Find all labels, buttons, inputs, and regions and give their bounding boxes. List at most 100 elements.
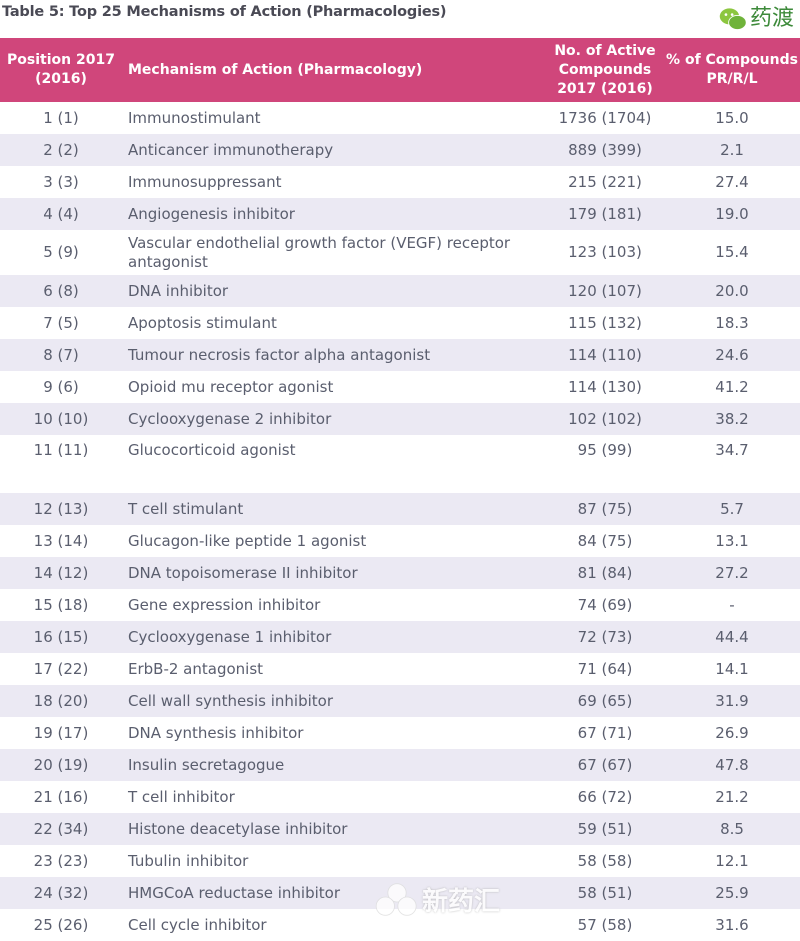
- cell-mechanism: Immunosuppressant: [128, 172, 282, 191]
- table-row: 5 (9) Vascular endothelial growth factor …: [0, 230, 800, 275]
- cell-active-compounds: 57 (58): [577, 915, 633, 934]
- watermark-top-text: 药渡: [749, 6, 794, 31]
- table-row: 17 (22) ErbB-2 antagonist 71 (64) 14.1: [0, 653, 800, 685]
- cell-position: 22 (34): [0, 813, 122, 845]
- cell-position: 9 (6): [43, 377, 79, 396]
- cell-mechanism: Tubulin inhibitor: [128, 851, 249, 870]
- cell-mechanism: HMGCoA reductase inhibitor: [122, 877, 546, 909]
- cell-mechanism: DNA inhibitor: [122, 275, 546, 307]
- cell-percent: 26.9: [715, 723, 749, 742]
- cell-percent: 27.4: [715, 172, 749, 191]
- cell-percent: 34.7: [715, 441, 749, 459]
- cell-percent: 14.1: [715, 659, 749, 678]
- table-row: 20 (19) Insulin secretagogue 67 (67) 47.8: [0, 749, 800, 781]
- cell-active-compounds: 67 (71): [577, 723, 633, 742]
- cell-active-compounds: 215 (221): [568, 172, 642, 191]
- cell-mechanism: Opioid mu receptor agonist: [128, 377, 334, 396]
- table-row: 14 (12) DNA topoisomerase II inhibitor 81 …: [0, 557, 800, 589]
- cell-percent: 27.2: [664, 557, 800, 589]
- table-row: 3 (3) Immunosuppressant 215 (221) 27.4: [0, 166, 800, 198]
- cell-position: 20 (19): [0, 749, 122, 781]
- cell-position: 23 (23): [33, 851, 89, 870]
- cell-active-compounds: 84 (75): [577, 531, 633, 550]
- cell-position: 12 (13): [0, 493, 122, 525]
- table-row: 2 (2) Anticancer immunotherapy 889 (399) 2.…: [0, 134, 800, 166]
- cell-mechanism: DNA topoisomerase II inhibitor: [122, 557, 546, 589]
- cell-active-compounds: 69 (65): [546, 685, 664, 717]
- cell-active-compounds: 114 (110): [546, 339, 664, 371]
- cell-position: 17 (22): [33, 659, 89, 678]
- cell-mechanism: Angiogenesis inhibitor: [122, 198, 546, 230]
- cell-position: 14 (12): [0, 557, 122, 589]
- table-row: 11 (11) Glucocorticoid agonist 95 (99) 34.7: [0, 435, 800, 493]
- cell-percent: 25.9: [664, 877, 800, 909]
- chat-bubbles-icon: [719, 8, 747, 31]
- table-row: 18 (20) Cell wall synthesis inhibitor 69 (…: [0, 685, 800, 717]
- cell-percent: 2.1: [664, 134, 800, 166]
- cell-mechanism: Cyclooxygenase 2 inhibitor: [122, 403, 546, 435]
- cell-percent: 41.2: [715, 377, 749, 396]
- table-row: 16 (15) Cyclooxygenase 1 inhibitor 72 (73)…: [0, 621, 800, 653]
- cell-active-compounds: 71 (64): [577, 659, 633, 678]
- cell-active-compounds: 67 (67): [546, 749, 664, 781]
- cell-percent: 44.4: [664, 621, 800, 653]
- cell-percent: 31.6: [715, 915, 749, 934]
- cell-position: 4 (4): [0, 198, 122, 230]
- cell-percent: 38.2: [664, 403, 800, 435]
- column-header-percent: % of Compounds PR/R/L: [664, 38, 800, 102]
- cell-active-compounds: 889 (399): [546, 134, 664, 166]
- cell-percent: 21.2: [715, 787, 749, 806]
- cell-percent: 31.9: [664, 685, 800, 717]
- table-row: 4 (4) Angiogenesis inhibitor 179 (181) 19.0: [0, 198, 800, 230]
- table-row: 10 (10) Cyclooxygenase 2 inhibitor 102 (10…: [0, 403, 800, 435]
- cell-percent: 24.6: [664, 339, 800, 371]
- cell-active-compounds: 81 (84): [546, 557, 664, 589]
- cell-mechanism: DNA synthesis inhibitor: [128, 723, 304, 742]
- table-row: 22 (34) Histone deacetylase inhibitor 59 (…: [0, 813, 800, 845]
- table-title: Table 5: Top 25 Mechanisms of Action (Ph…: [2, 4, 447, 20]
- cell-active-compounds: 74 (69): [577, 595, 633, 614]
- watermark-bottom: 新药汇: [372, 880, 500, 924]
- table-row: 23 (23) Tubulin inhibitor 58 (58) 12.1: [0, 845, 800, 877]
- cell-position: 21 (16): [33, 787, 89, 806]
- cell-percent: -: [729, 595, 735, 614]
- cell-position: 2 (2): [0, 134, 122, 166]
- cell-mechanism: Gene expression inhibitor: [128, 595, 321, 614]
- cell-position: 25 (26): [33, 915, 89, 934]
- cell-active-compounds: 66 (72): [577, 787, 633, 806]
- cell-active-compounds: 1736 (1704): [558, 108, 652, 127]
- cell-mechanism: Apoptosis stimulant: [128, 313, 277, 332]
- cell-position: 24 (32): [0, 877, 122, 909]
- cell-percent: 15.0: [715, 108, 749, 127]
- cell-percent: 5.7: [664, 493, 800, 525]
- cell-position: 10 (10): [0, 403, 122, 435]
- table-row: 6 (8) DNA inhibitor 120 (107) 20.0: [0, 275, 800, 307]
- cell-mechanism: Histone deacetylase inhibitor: [122, 813, 546, 845]
- cell-position: 6 (8): [0, 275, 122, 307]
- watermark-bottom-text: 新药汇: [422, 887, 501, 917]
- table-row: 19 (17) DNA synthesis inhibitor 67 (71) 26.…: [0, 717, 800, 749]
- cell-mechanism: Tumour necrosis factor alpha antagonist: [122, 339, 546, 371]
- cell-mechanism: Cyclooxygenase 1 inhibitor: [122, 621, 546, 653]
- cell-active-compounds: 59 (51): [546, 813, 664, 845]
- table-row: 7 (5) Apoptosis stimulant 115 (132) 18.3: [0, 307, 800, 339]
- cell-mechanism: Cell cycle inhibitor: [128, 915, 267, 934]
- cell-percent: 12.1: [715, 851, 749, 870]
- table-row: 24 (32) HMGCoA reductase inhibitor 58 (51)…: [0, 877, 800, 909]
- cell-active-compounds: 123 (103): [568, 243, 642, 261]
- column-header-active-compounds: No. of Active Compounds 2017 (2016): [546, 38, 664, 102]
- cell-position: 3 (3): [43, 172, 79, 191]
- clover-logo-icon: [375, 883, 417, 916]
- cell-position: 13 (14): [33, 531, 89, 550]
- cell-percent: 13.1: [715, 531, 749, 550]
- cell-position: 15 (18): [33, 595, 89, 614]
- column-header-position: Position 2017 (2016): [0, 38, 122, 102]
- moa-table: Position 2017 (2016) Mechanism of Action…: [0, 38, 800, 941]
- table-row: 12 (13) T cell stimulant 87 (75) 5.7: [0, 493, 800, 525]
- column-header-mechanism: Mechanism of Action (Pharmacology): [122, 38, 546, 102]
- table-row: 8 (7) Tumour necrosis factor alpha antago…: [0, 339, 800, 371]
- cell-mechanism: Cell wall synthesis inhibitor: [122, 685, 546, 717]
- cell-mechanism: T cell inhibitor: [128, 787, 235, 806]
- cell-mechanism: Glucagon-like peptide 1 agonist: [128, 531, 367, 550]
- cell-position: 11 (11): [33, 441, 89, 459]
